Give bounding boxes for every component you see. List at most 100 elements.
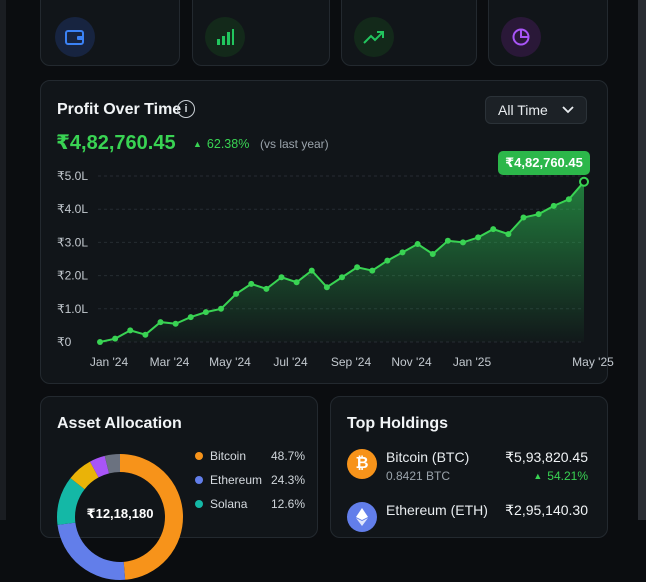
holding-amount: 0.8421 BTC xyxy=(386,469,451,483)
bitcoin-icon: ₿ xyxy=(347,449,377,479)
data-point xyxy=(127,327,134,334)
data-point xyxy=(293,279,300,286)
data-point xyxy=(248,280,255,287)
data-point xyxy=(490,226,497,233)
profit-value: ₹4,82,760.45 xyxy=(56,132,176,154)
profit-change-note: (vs last year) xyxy=(260,137,329,151)
ethereum-icon xyxy=(347,502,377,532)
y-tick-label: ₹0 xyxy=(57,335,72,349)
donut-segment xyxy=(70,461,99,490)
donut-segment xyxy=(104,454,121,474)
wallet-icon xyxy=(55,17,95,57)
data-point xyxy=(505,231,512,238)
profit-area-fill xyxy=(100,181,584,342)
device-edge-right xyxy=(638,0,646,520)
x-tick-label: Sep '24 xyxy=(331,355,372,369)
data-point xyxy=(218,305,224,312)
x-tick-label: Nov '24 xyxy=(391,355,432,369)
legend-item-solana: Solana 12.6% xyxy=(195,497,305,511)
y-tick-label: ₹5.0L xyxy=(57,169,88,183)
data-point xyxy=(202,309,209,316)
holding-value: ₹2,95,140.30 xyxy=(505,502,588,518)
legend-label: Ethereum xyxy=(210,473,263,487)
legend-item-ethereum: Ethereum 24.3% xyxy=(195,473,305,487)
holding-change-pct: 54.21% xyxy=(547,469,588,483)
data-point xyxy=(414,241,421,248)
holding-value: ₹5,93,820.45 xyxy=(505,449,588,465)
data-point xyxy=(112,335,119,342)
stat-card-volume[interactable] xyxy=(192,0,330,66)
legend-label: Solana xyxy=(210,497,248,511)
data-point xyxy=(520,214,527,221)
y-tick-label: ₹2.0L xyxy=(57,269,88,283)
data-point xyxy=(550,202,557,209)
data-point xyxy=(460,239,466,246)
profit-title: Profit Over Time xyxy=(57,101,182,118)
chart-tooltip-value: ₹4,82,760.45 xyxy=(505,155,583,170)
data-point xyxy=(263,285,270,292)
timeframe-dropdown[interactable]: All Time xyxy=(485,96,587,124)
data-point xyxy=(475,234,482,241)
bar-chart-icon xyxy=(205,17,245,57)
data-point xyxy=(429,251,436,258)
x-tick-label: Jan '25 xyxy=(453,355,492,369)
data-point xyxy=(308,267,315,274)
x-tick-label: Jul '24 xyxy=(273,355,308,369)
holding-name: Ethereum (ETH) xyxy=(386,502,488,518)
legend-pct: 48.7% xyxy=(270,449,305,463)
data-point xyxy=(444,237,451,244)
data-point xyxy=(187,314,194,321)
x-tick-label: May '24 xyxy=(209,355,251,369)
info-icon[interactable]: i xyxy=(177,100,195,118)
data-point xyxy=(565,196,572,203)
donut-segment xyxy=(57,478,85,525)
triangle-up-icon: ▲ xyxy=(533,471,543,481)
device-edge-left xyxy=(0,0,6,520)
legend-dot-ethereum xyxy=(195,476,203,484)
holding-name: Bitcoin (BTC) xyxy=(386,449,470,465)
donut-segment xyxy=(57,522,126,580)
stat-card-wallet[interactable] xyxy=(40,0,180,66)
latest-data-point xyxy=(579,176,589,187)
profit-line-chart: ₹0 ₹1.0L ₹2.0L ₹3.0L ₹4.0L ₹5.0L Jan '24 Mar '2… xyxy=(57,169,614,369)
y-tick-label: ₹4.0L xyxy=(57,202,88,216)
x-tick-label: Mar '24 xyxy=(150,355,190,369)
donut-segment xyxy=(89,455,110,478)
holding-change: ▲ 54.21% xyxy=(533,469,588,483)
holdings-title: Top Holdings xyxy=(347,415,449,432)
pie-chart-icon xyxy=(501,17,541,57)
profit-change: ▲ 62.38% xyxy=(193,137,249,151)
data-point xyxy=(142,331,149,338)
y-tick-label: ₹1.0L xyxy=(57,302,88,316)
triangle-up-icon: ▲ xyxy=(193,139,202,149)
y-tick-label: ₹3.0L xyxy=(57,235,88,249)
legend-pct: 24.3% xyxy=(270,473,305,487)
stat-card-growth[interactable] xyxy=(341,0,477,66)
legend-item-bitcoin: Bitcoin 48.7% xyxy=(195,449,305,463)
legend-label: Bitcoin xyxy=(210,449,247,463)
legend-dot-bitcoin xyxy=(195,452,203,460)
chart-tooltip: ₹4,82,760.45 xyxy=(498,151,590,175)
data-point xyxy=(97,339,103,345)
data-point xyxy=(323,284,330,291)
trending-up-icon xyxy=(354,17,394,57)
data-point xyxy=(278,274,285,281)
data-point xyxy=(369,267,376,274)
data-point xyxy=(399,249,406,256)
timeframe-dropdown-label: All Time xyxy=(498,102,548,118)
data-point xyxy=(157,319,164,326)
chevron-down-icon xyxy=(562,106,574,114)
legend-pct: 12.6% xyxy=(270,497,305,511)
x-tick-label: Jan '24 xyxy=(90,355,129,369)
data-point xyxy=(172,320,179,327)
legend-dot-solana xyxy=(195,500,203,508)
data-point xyxy=(384,257,391,264)
data-point xyxy=(535,211,542,218)
allocation-total: ₹12,18,180 xyxy=(86,506,154,521)
profit-change-pct: 62.38% xyxy=(206,137,250,151)
x-tick-label: May '25 xyxy=(572,355,614,369)
allocation-title: Asset Allocation xyxy=(57,415,182,432)
stat-card-allocation[interactable] xyxy=(488,0,608,66)
data-point xyxy=(233,290,240,297)
data-point xyxy=(339,274,345,281)
